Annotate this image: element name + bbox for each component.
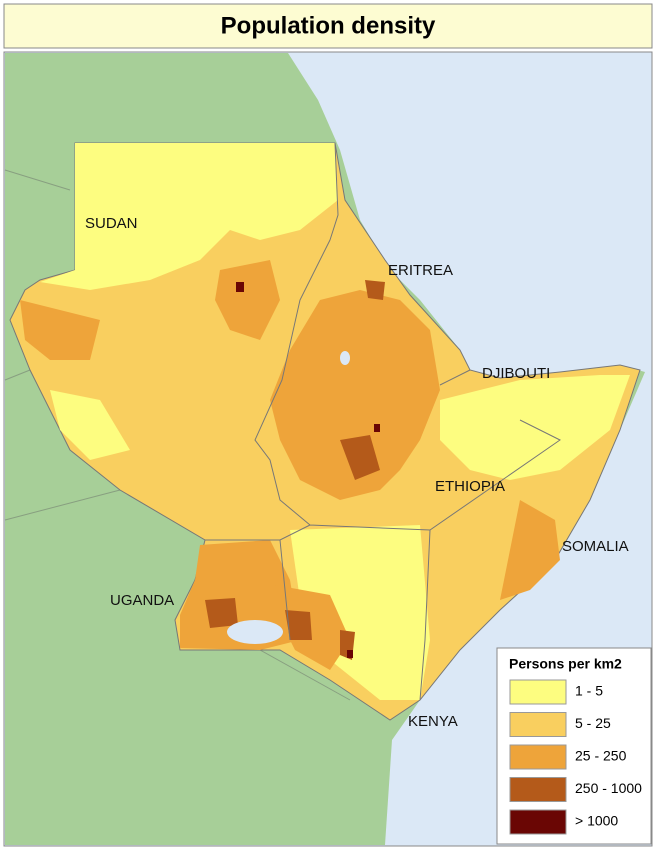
legend-swatch: [509, 809, 567, 835]
region-mid: [215, 260, 280, 340]
region-low: [50, 390, 130, 460]
country-label: UGANDA: [110, 592, 174, 609]
country-borders: [205, 142, 561, 701]
lake: [340, 351, 350, 365]
region-low: [290, 525, 430, 700]
country-label: SUDAN: [85, 215, 138, 232]
legend-label: 25 - 250: [575, 748, 627, 764]
legend-swatch: [509, 744, 567, 770]
map-title: Population density: [221, 12, 436, 39]
legend-title: Persons per km2: [509, 656, 622, 672]
country-label: ETHIOPIA: [435, 478, 505, 495]
outside-borders: [4, 169, 351, 701]
map: [3, 51, 653, 847]
legend-label: > 1000: [575, 813, 618, 829]
region-mid: [500, 500, 560, 600]
legend-label: 5 - 25: [575, 715, 611, 731]
legend: Persons per km2 1 - 5 5 - 25 25 - 250 250 -…: [496, 647, 652, 845]
country-label: KENYA: [408, 713, 458, 730]
country-label: DJIBOUTI: [482, 365, 550, 382]
region-mid: [20, 300, 100, 360]
legend-swatch: [509, 679, 567, 705]
legend-swatch: [509, 777, 567, 802]
legend-label: 1 - 5: [575, 683, 603, 699]
title-box: [3, 3, 653, 49]
legend-label: 250 - 1000: [575, 780, 642, 796]
region-high: [205, 280, 385, 660]
lake: [227, 620, 283, 644]
country-label: ERITREA: [388, 262, 453, 279]
region-mid: [270, 290, 440, 500]
legend-swatch: [509, 712, 567, 737]
region-low: [40, 143, 338, 290]
region-mid: [275, 585, 350, 670]
country-label: SOMALIA: [562, 538, 629, 555]
